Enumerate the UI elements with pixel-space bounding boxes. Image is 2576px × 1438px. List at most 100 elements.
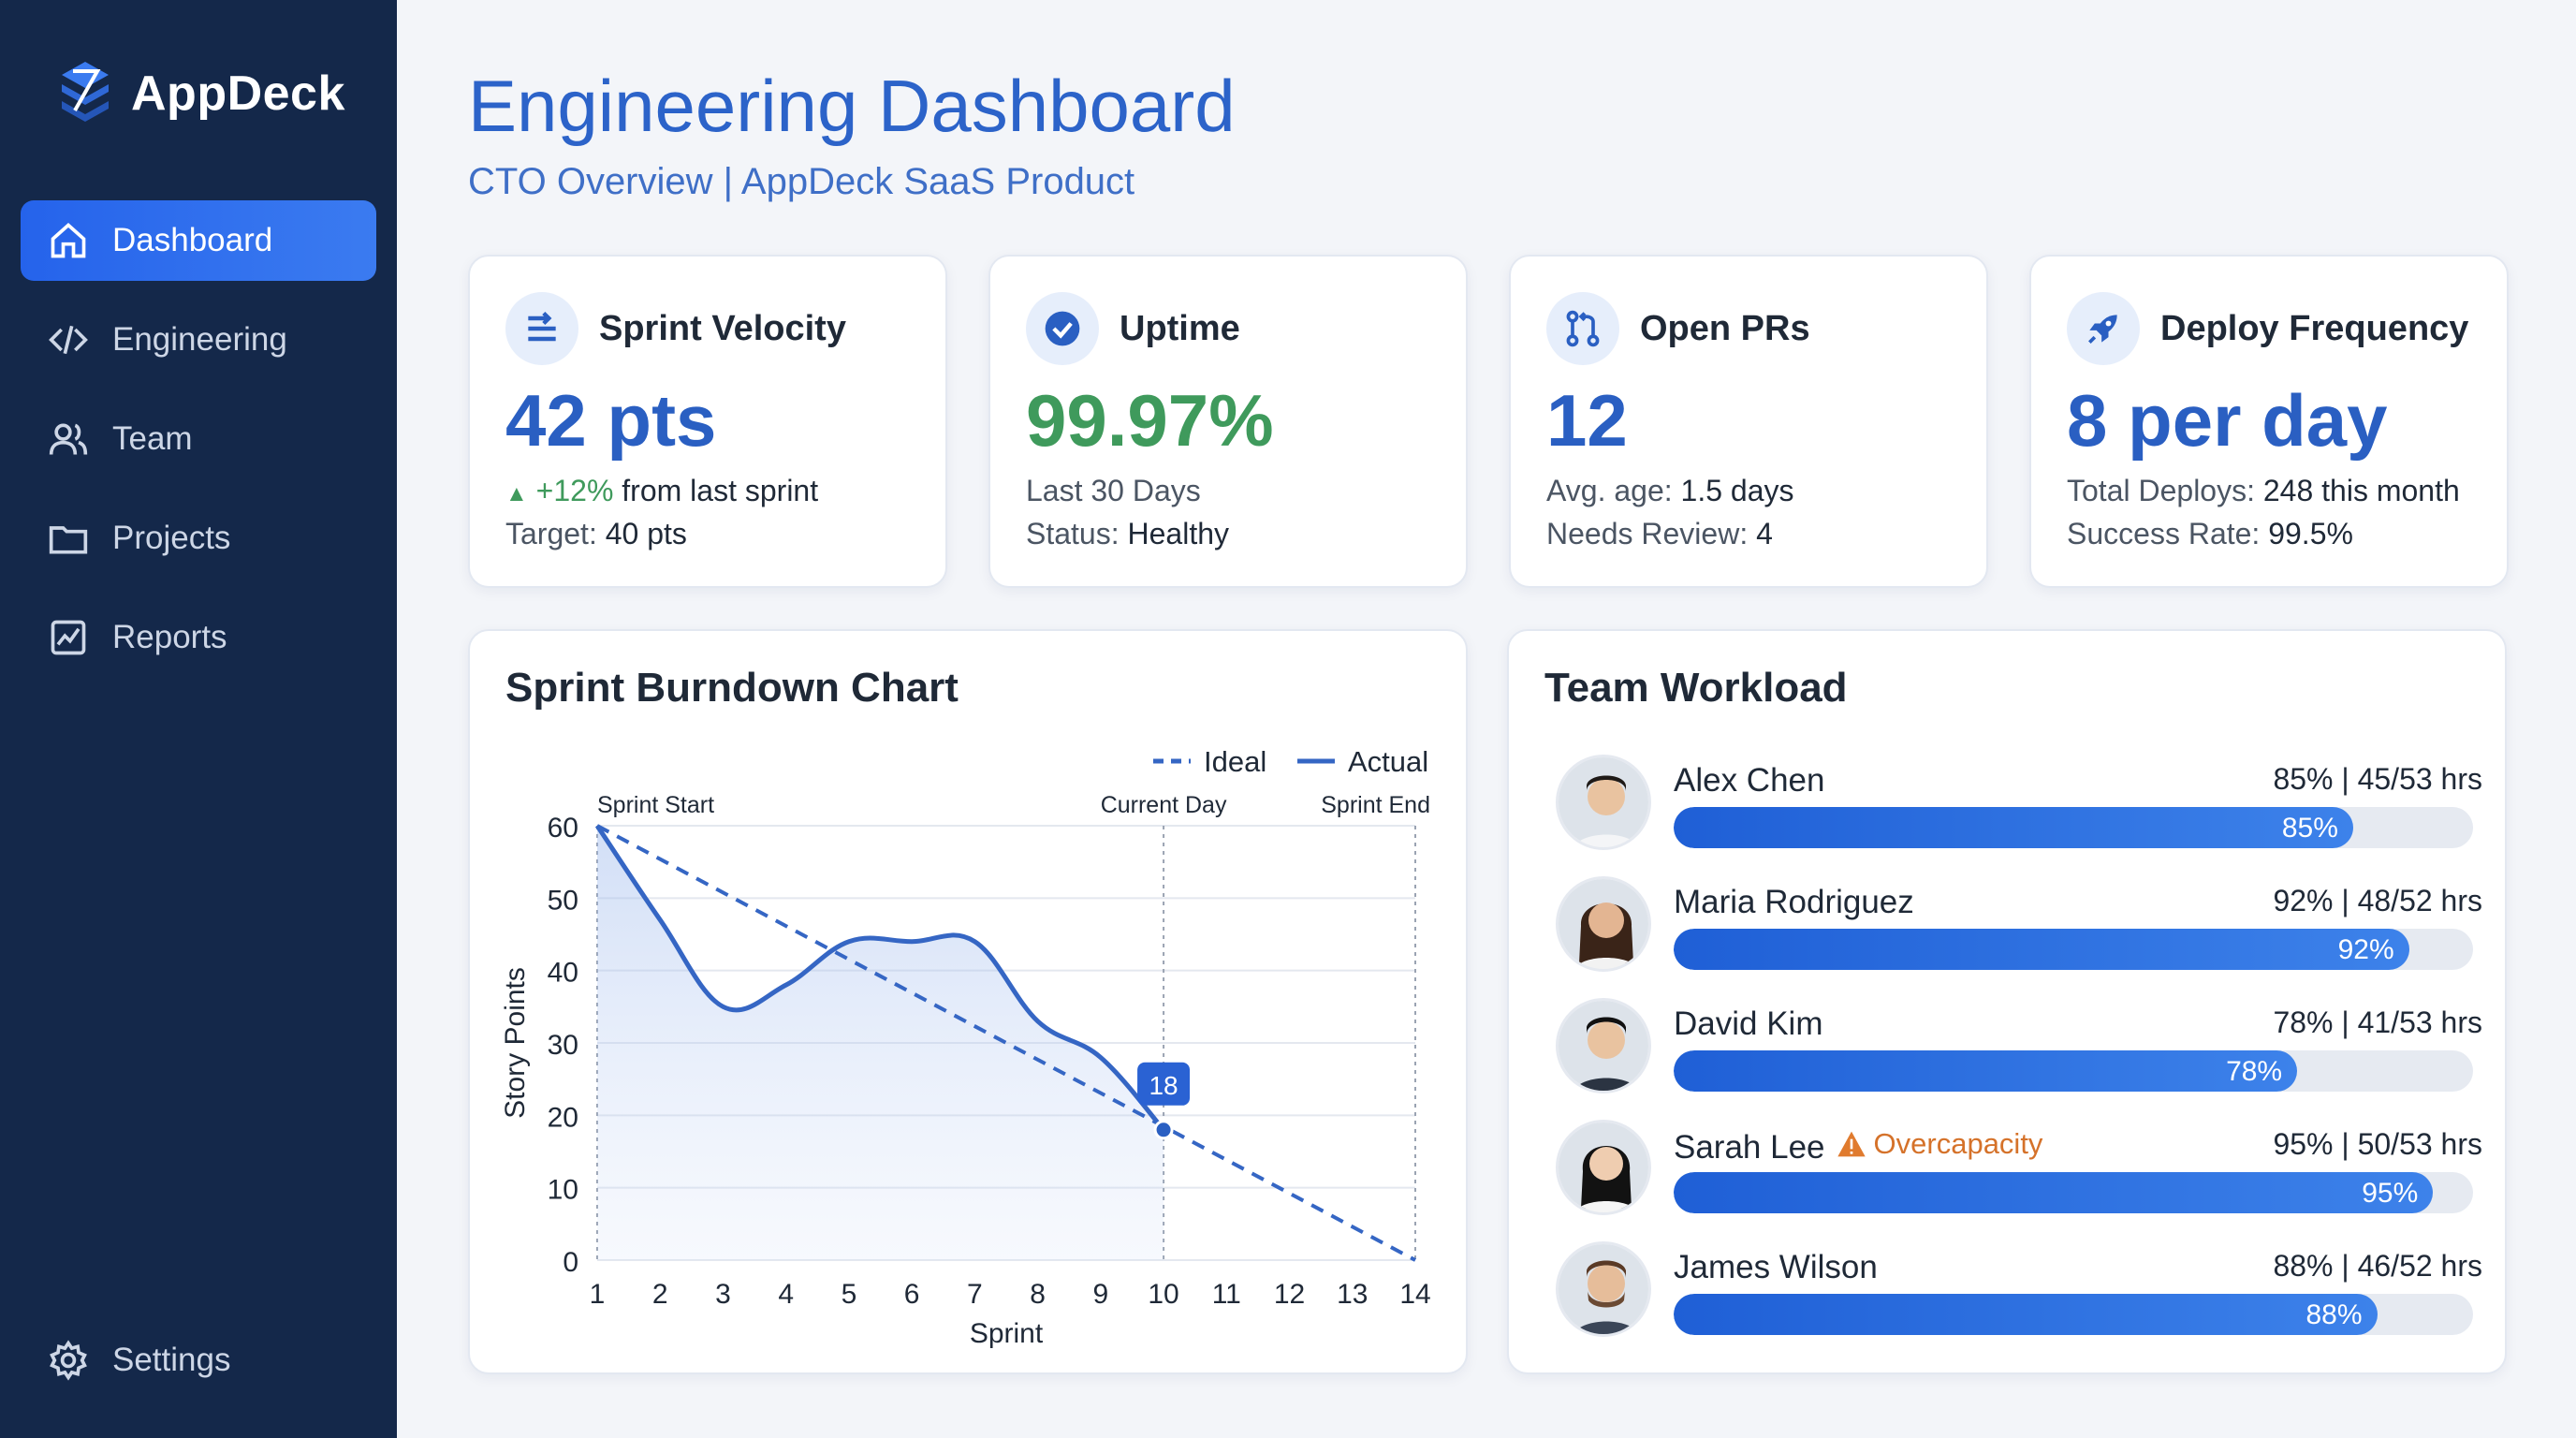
kpi-card-open-prs[interactable]: Open PRs 12 Avg. age: 1.5 days Needs Rev… (1509, 255, 1988, 588)
member-name: Alex Chen (1674, 762, 1825, 799)
sidebar-item-label: Team (112, 420, 193, 457)
avatar (1556, 755, 1651, 850)
workload-bar-fill: 92% (1674, 929, 2409, 970)
workload-bar-fill: 78% (1674, 1050, 2298, 1092)
y-tick-label: 60 (548, 813, 578, 844)
kpi-value: 12 (1546, 379, 1628, 462)
sidebar-item-projects[interactable]: Projects (21, 498, 376, 579)
kpi-card-sprint-velocity[interactable]: Sprint Velocity 42 pts ▲ +12% from last … (468, 255, 947, 588)
kpi-detail: Success Rate: 99.5% (2067, 517, 2353, 551)
current-point-marker (1153, 1120, 1174, 1140)
marker-label: Sprint Start (597, 792, 714, 818)
detail-value: 99.5% (2260, 517, 2353, 550)
sidebar-item-team[interactable]: Team (21, 399, 376, 479)
sidebar-item-label: Projects (112, 520, 231, 556)
workload-bar-label: 85% (2281, 813, 2338, 844)
folder-icon (47, 517, 90, 560)
detail-key: Needs Review: (1546, 517, 1749, 550)
actual-series-line (594, 824, 1165, 1132)
member-name: Maria Rodriguez (1674, 884, 1914, 920)
workload-bar-fill: 95% (1674, 1172, 2434, 1213)
sidebar-item-label: Reports (112, 619, 227, 655)
kpi-trend: ▲ +12% from last sprint (505, 474, 818, 508)
x-tick-label: 9 (1093, 1279, 1109, 1310)
y-axis-label: Story Points (500, 967, 531, 1119)
page-subtitle: CTO Overview | AppDeck SaaS Product (468, 161, 1135, 202)
trend-value: +12% (535, 474, 614, 507)
home-icon (47, 219, 90, 262)
burndown-chart-card: Sprint Burndown Chart 0 10 20 30 40 50 60 1 2 3 4 5… (468, 629, 1468, 1374)
x-tick-label: 5 (842, 1279, 857, 1310)
detail-key: Status: (1026, 517, 1120, 550)
x-tick-label: 7 (967, 1279, 983, 1310)
sidebar-item-label: Dashboard (112, 222, 273, 258)
workload-bar-fill: 88% (1674, 1294, 2378, 1335)
marker-label: Sprint End (1321, 792, 1430, 818)
kpi-detail: Avg. age: 1.5 days (1546, 474, 1793, 508)
x-tick-label: 14 (1399, 1279, 1430, 1310)
trend-up-icon: ▲ (505, 481, 528, 506)
kpi-label: Sprint Velocity (599, 308, 846, 348)
list-arrow-icon (505, 292, 578, 365)
avatar (1556, 1241, 1651, 1337)
detail-key: Target: (505, 517, 597, 550)
detail-key: Success Rate: (2067, 517, 2261, 550)
team-member-row[interactable]: James Wilson 88% | 46/52 hrs 88% (1556, 1241, 2492, 1344)
x-tick-label: 12 (1274, 1279, 1305, 1310)
team-title: Team Workload (1544, 665, 1848, 711)
y-tick-label: 50 (548, 885, 578, 916)
team-member-row[interactable]: Maria Rodriguez 92% | 48/52 hrs 92% (1556, 876, 2492, 979)
trend-text: from last sprint (613, 474, 819, 507)
chart-title: Sprint Burndown Chart (505, 665, 959, 711)
member-stats: 95% | 50/53 hrs (2273, 1127, 2482, 1161)
detail-value: Healthy (1119, 517, 1230, 550)
kpi-detail: Status: Healthy (1026, 517, 1229, 551)
workload-bar-label: 78% (2226, 1056, 2283, 1087)
team-member-row[interactable]: Alex Chen 85% | 45/53 hrs 85% (1556, 755, 2492, 858)
avatar (1556, 876, 1651, 972)
x-tick-label: 2 (652, 1279, 668, 1310)
sidebar-item-settings[interactable]: Settings (21, 1320, 376, 1401)
x-tick-label: 6 (904, 1279, 920, 1310)
workload-bar: 95% (1674, 1172, 2473, 1213)
sidebar-item-dashboard[interactable]: Dashboard (21, 200, 376, 281)
member-name: David Kim (1674, 1005, 1823, 1042)
kpi-label: Deploy Frequency (2160, 308, 2469, 348)
workload-bar: 85% (1674, 807, 2473, 848)
avatar (1556, 1120, 1651, 1215)
sidebar-item-label: Engineering (112, 321, 287, 358)
appdeck-logo-icon (56, 58, 114, 128)
member-stats: 92% | 48/52 hrs (2273, 884, 2482, 917)
kpi-card-uptime[interactable]: Uptime 99.97% Last 30 Days Status: Healt… (988, 255, 1468, 588)
legend-actual-label: Actual (1348, 745, 1428, 778)
sidebar: AppDeck Dashboard Engineering Team Proje… (0, 0, 397, 1438)
callout-box (1137, 1062, 1191, 1106)
team-member-row[interactable]: Sarah Lee Overcapacity 95% | 50/53 hrs 95… (1556, 1120, 2492, 1223)
x-tick-label: 11 (1212, 1279, 1241, 1310)
rocket-icon (2067, 292, 2140, 365)
x-axis-label: Sprint (970, 1318, 1044, 1349)
sidebar-item-reports[interactable]: Reports (21, 597, 376, 678)
member-stats: 78% | 41/53 hrs (2273, 1005, 2482, 1039)
kpi-card-deploy-frequency[interactable]: Deploy Frequency 8 per day Total Deploys… (2029, 255, 2509, 588)
kpi-value: 8 per day (2067, 379, 2388, 462)
page-title: Engineering Dashboard (468, 65, 1236, 147)
kpi-label: Open PRs (1640, 308, 1810, 348)
sidebar-item-engineering[interactable]: Engineering (21, 300, 376, 380)
workload-bar: 92% (1674, 929, 2473, 970)
kpi-detail: Target: 40 pts (505, 517, 687, 551)
kpi-value: 99.97% (1026, 379, 1274, 462)
kpi-value: 42 pts (505, 379, 717, 462)
detail-value: 40 pts (596, 517, 687, 550)
kpi-label: Uptime (1120, 308, 1240, 348)
avatar (1556, 998, 1651, 1093)
team-member-row[interactable]: David Kim 78% | 41/53 hrs 78% (1556, 998, 2492, 1101)
marker-label: Current Day (1101, 792, 1227, 818)
actual-area (597, 826, 1164, 1260)
member-name: Sarah Lee Overcapacity (1674, 1127, 2042, 1167)
callout-label: 18 (1149, 1071, 1178, 1100)
team-workload-card: Team Workload Alex Chen 85% | 45/53 hrs … (1507, 629, 2507, 1374)
brand[interactable]: AppDeck (56, 58, 345, 128)
x-tick-label: 4 (778, 1279, 794, 1310)
